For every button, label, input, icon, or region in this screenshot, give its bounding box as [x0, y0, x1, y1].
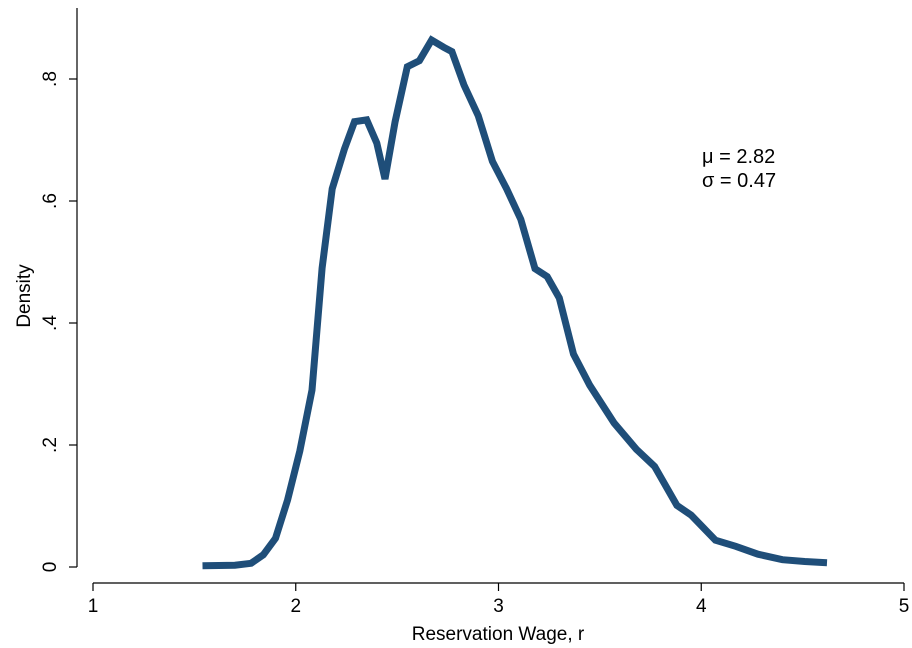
x-ticks: 1 2 3 4 5 [88, 583, 910, 617]
y-tick-label: .4 [40, 315, 61, 331]
series-layer [202, 35, 828, 570]
x-tick-label: 3 [493, 596, 504, 617]
x-tick-label: 2 [290, 596, 301, 617]
axes [76, 8, 904, 584]
sd-annotation: σ = 0.47 [702, 170, 776, 192]
y-ticks: 0 .2 .4 .6 .8 [40, 71, 77, 572]
y-tick-label: .8 [40, 71, 61, 87]
mean-annotation: μ = 2.82 [702, 146, 775, 168]
y-axis-label: Density [14, 264, 35, 328]
x-tick-label: 1 [88, 596, 99, 617]
y-tick-label: .2 [40, 437, 61, 453]
y-tick-label: .6 [40, 193, 61, 209]
y-tick-label: 0 [40, 562, 61, 573]
density-series-line [202, 35, 828, 570]
x-axis-label: Reservation Wage, r [412, 624, 585, 645]
x-tick-label: 4 [696, 596, 707, 617]
x-tick-label: 5 [899, 596, 910, 617]
